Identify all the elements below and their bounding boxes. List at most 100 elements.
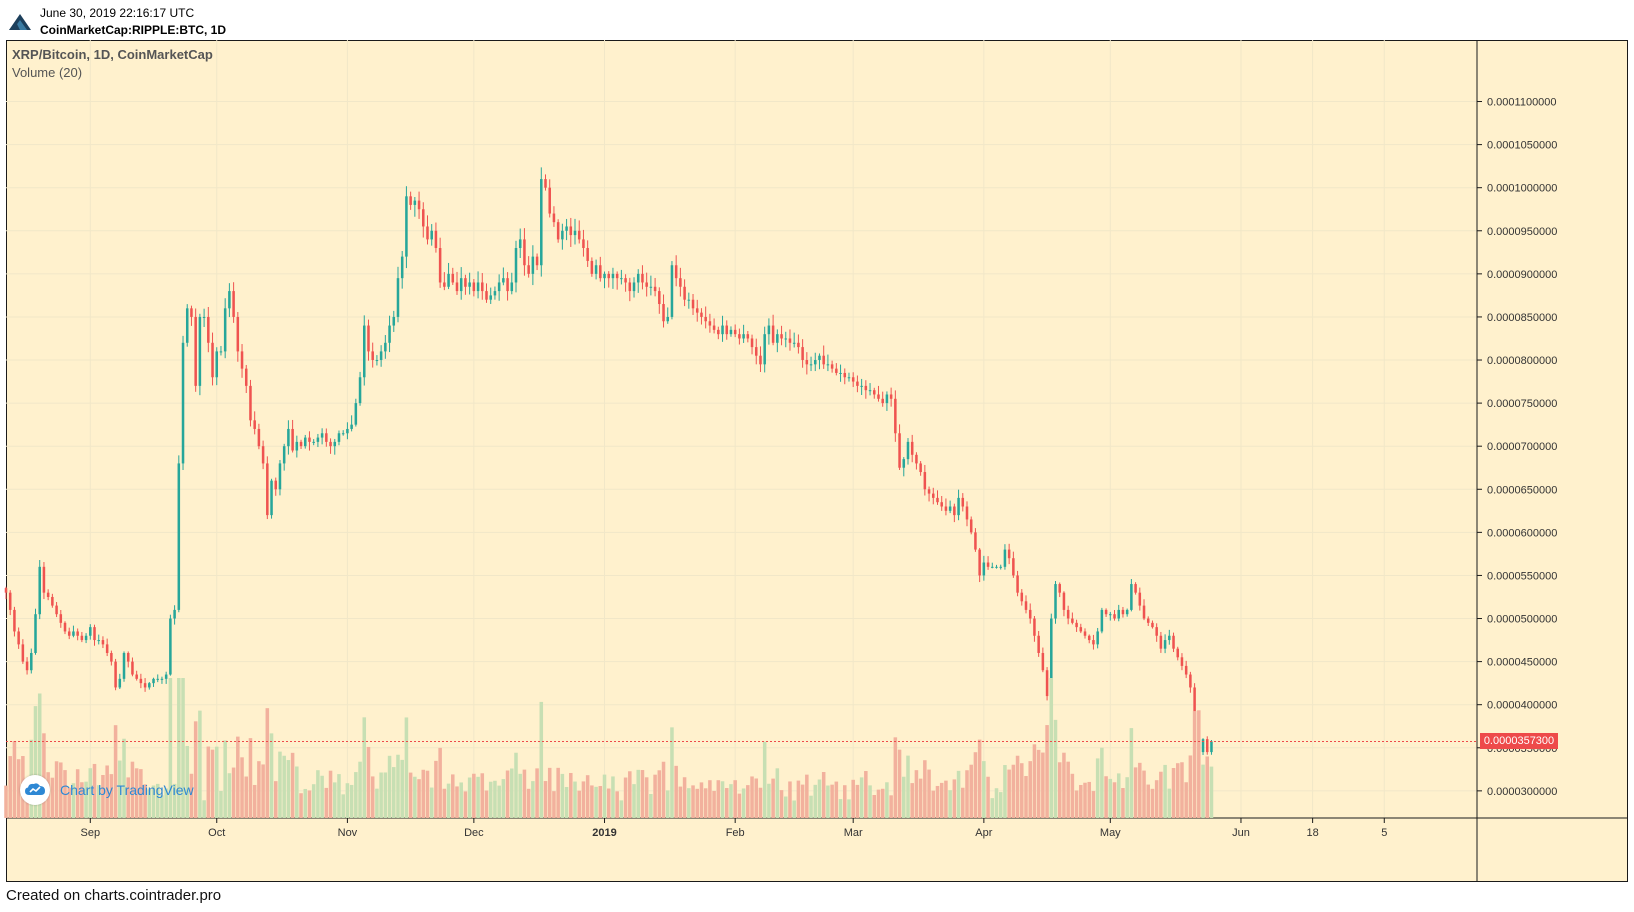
candle-body [430, 230, 433, 240]
candle-body [986, 562, 990, 567]
candle-body [1104, 609, 1108, 615]
candle-body [422, 209, 425, 227]
volume-bar [181, 678, 185, 818]
candle-body [291, 428, 294, 451]
candle-body [287, 428, 290, 447]
candle-body [1155, 627, 1158, 636]
x-tick-label: Sep [81, 827, 101, 839]
volume-bar [788, 781, 792, 818]
candle-body [611, 273, 615, 279]
volume-bar [965, 770, 969, 818]
volume-bar [467, 777, 472, 818]
volume-bar [168, 678, 173, 818]
volume-bar [113, 725, 118, 818]
volume-bar [1138, 762, 1142, 818]
volume-bar [792, 800, 796, 818]
volume-bar [379, 772, 383, 818]
volume-bar [1121, 788, 1125, 818]
volume-bar [644, 777, 649, 818]
x-tick-label: Jun [1232, 827, 1250, 839]
x-tick-label: 18 [1306, 827, 1318, 839]
volume-legend: Volume (20) [12, 65, 83, 80]
volume-bar [455, 786, 459, 818]
volume-bar [746, 785, 750, 818]
candle-body [1050, 618, 1053, 697]
candle-body [274, 480, 278, 490]
volume-bar [231, 767, 236, 818]
candle-body [599, 265, 602, 279]
candle-body [797, 342, 800, 348]
candle-body [1083, 631, 1087, 636]
chart-legend-title: XRP/Bitcoin, 1D, CoinMarketCap [12, 47, 213, 62]
volume-bar [859, 777, 864, 818]
volume-bar [636, 769, 640, 818]
candle-body [46, 592, 50, 597]
candle-body [780, 334, 783, 339]
volume-bar [1209, 766, 1214, 818]
candle-body [114, 661, 117, 688]
candle-body [320, 433, 324, 438]
volume-bar [771, 778, 775, 818]
candle-body [700, 312, 703, 317]
candle-body [915, 454, 918, 464]
candle-body [733, 329, 737, 335]
candle-body [325, 433, 328, 442]
candle-body [742, 334, 745, 339]
candle-body [839, 372, 842, 374]
candle-body [131, 661, 134, 675]
volume-bar [227, 773, 232, 818]
volume-bar [1074, 790, 1079, 818]
candle-body [202, 316, 206, 318]
candle-body [232, 291, 235, 317]
candle-body [8, 592, 12, 610]
candle-body [573, 230, 577, 236]
volume-bar [754, 778, 759, 818]
candle-body [510, 282, 514, 292]
candle-body [1113, 614, 1116, 619]
volume-bar [63, 770, 67, 818]
y-tick-label: 0.0000850000 [1487, 312, 1557, 324]
volume-bar [1133, 767, 1138, 818]
tradingview-badge[interactable]: Chart by TradingView [20, 775, 194, 805]
volume-bar [164, 788, 168, 818]
candle-body [354, 403, 358, 425]
candle-body [468, 282, 471, 287]
volume-bar [501, 779, 506, 818]
candle-body [219, 351, 223, 353]
volume-bar [244, 776, 249, 818]
chart-timestamp: June 30, 2019 22:16:17 UTC [40, 6, 195, 20]
candle-body [266, 463, 269, 516]
volume-bar [299, 793, 303, 818]
volume-bar [349, 784, 354, 818]
candle-body [885, 394, 889, 404]
candle-body [822, 355, 825, 365]
candle-body [333, 441, 337, 447]
chart-frame[interactable] [6, 40, 1628, 882]
candle-body [455, 282, 459, 292]
volume-bar [961, 787, 965, 818]
volume-bar [134, 768, 139, 818]
volume-bar [796, 780, 801, 818]
cointrader-logo-icon[interactable] [9, 12, 31, 30]
volume-bar [994, 788, 999, 818]
volume-bar [122, 738, 126, 818]
candle-body [729, 329, 733, 335]
candle-body [615, 273, 619, 279]
y-tick-label: 0.0000500000 [1487, 614, 1557, 626]
candle-body [1146, 618, 1150, 623]
candle-body [1134, 584, 1137, 593]
volume-bar [425, 770, 430, 818]
candle-body [628, 282, 632, 292]
candle-body [843, 372, 847, 378]
candle-body [569, 226, 573, 236]
candle-body [1193, 687, 1196, 722]
volume-bar [240, 757, 244, 818]
candle-body [944, 506, 948, 511]
candle-body [687, 299, 691, 301]
candle-body [708, 321, 712, 326]
candle-body [1130, 584, 1133, 610]
volume-bar [594, 786, 598, 818]
volume-bar [1015, 755, 1020, 818]
candle-body [80, 635, 84, 641]
